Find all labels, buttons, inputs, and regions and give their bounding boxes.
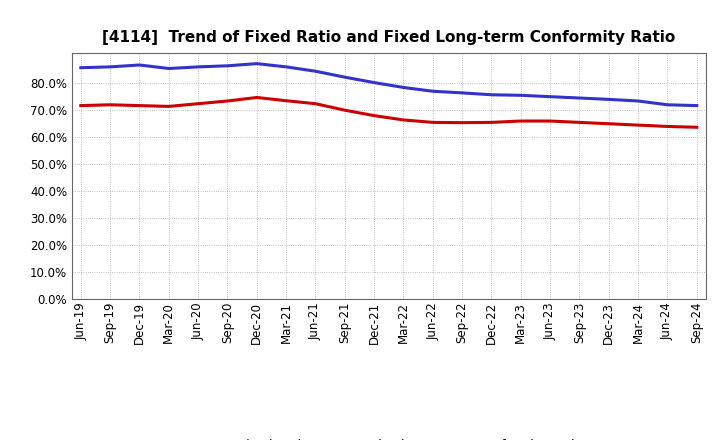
Fixed Ratio	[693, 103, 701, 108]
Fixed Ratio	[634, 99, 642, 104]
Fixed Long-term Conformity Ratio	[164, 104, 173, 109]
Fixed Ratio	[282, 64, 290, 70]
Fixed Long-term Conformity Ratio	[487, 120, 496, 125]
Fixed Ratio	[487, 92, 496, 97]
Fixed Ratio	[164, 66, 173, 71]
Fixed Ratio	[458, 90, 467, 95]
Fixed Ratio	[253, 61, 261, 66]
Fixed Ratio	[428, 88, 437, 94]
Fixed Ratio	[76, 65, 85, 70]
Fixed Ratio	[135, 62, 144, 68]
Fixed Long-term Conformity Ratio	[135, 103, 144, 108]
Fixed Ratio	[106, 64, 114, 70]
Title: [4114]  Trend of Fixed Ratio and Fixed Long-term Conformity Ratio: [4114] Trend of Fixed Ratio and Fixed Lo…	[102, 29, 675, 45]
Fixed Long-term Conformity Ratio	[575, 120, 584, 125]
Fixed Ratio	[546, 94, 554, 99]
Fixed Long-term Conformity Ratio	[458, 120, 467, 125]
Line: Fixed Ratio: Fixed Ratio	[81, 64, 697, 106]
Fixed Ratio	[575, 95, 584, 101]
Fixed Ratio	[399, 85, 408, 90]
Fixed Long-term Conformity Ratio	[546, 118, 554, 124]
Fixed Long-term Conformity Ratio	[605, 121, 613, 126]
Legend: Fixed Ratio, Fixed Long-term Conformity Ratio: Fixed Ratio, Fixed Long-term Conformity …	[190, 433, 588, 440]
Fixed Long-term Conformity Ratio	[282, 98, 290, 103]
Fixed Ratio	[370, 80, 379, 85]
Line: Fixed Long-term Conformity Ratio: Fixed Long-term Conformity Ratio	[81, 98, 697, 127]
Fixed Long-term Conformity Ratio	[516, 118, 525, 124]
Fixed Long-term Conformity Ratio	[663, 124, 672, 129]
Fixed Long-term Conformity Ratio	[693, 125, 701, 130]
Fixed Ratio	[605, 97, 613, 102]
Fixed Long-term Conformity Ratio	[106, 102, 114, 107]
Fixed Long-term Conformity Ratio	[634, 122, 642, 128]
Fixed Long-term Conformity Ratio	[428, 120, 437, 125]
Fixed Ratio	[223, 63, 232, 69]
Fixed Long-term Conformity Ratio	[399, 117, 408, 123]
Fixed Long-term Conformity Ratio	[76, 103, 85, 108]
Fixed Ratio	[194, 64, 202, 70]
Fixed Long-term Conformity Ratio	[370, 113, 379, 118]
Fixed Long-term Conformity Ratio	[341, 107, 349, 113]
Fixed Ratio	[663, 102, 672, 107]
Fixed Long-term Conformity Ratio	[253, 95, 261, 100]
Fixed Long-term Conformity Ratio	[194, 101, 202, 106]
Fixed Long-term Conformity Ratio	[311, 101, 320, 106]
Fixed Ratio	[341, 74, 349, 80]
Fixed Ratio	[516, 93, 525, 98]
Fixed Long-term Conformity Ratio	[223, 99, 232, 104]
Fixed Ratio	[311, 69, 320, 74]
